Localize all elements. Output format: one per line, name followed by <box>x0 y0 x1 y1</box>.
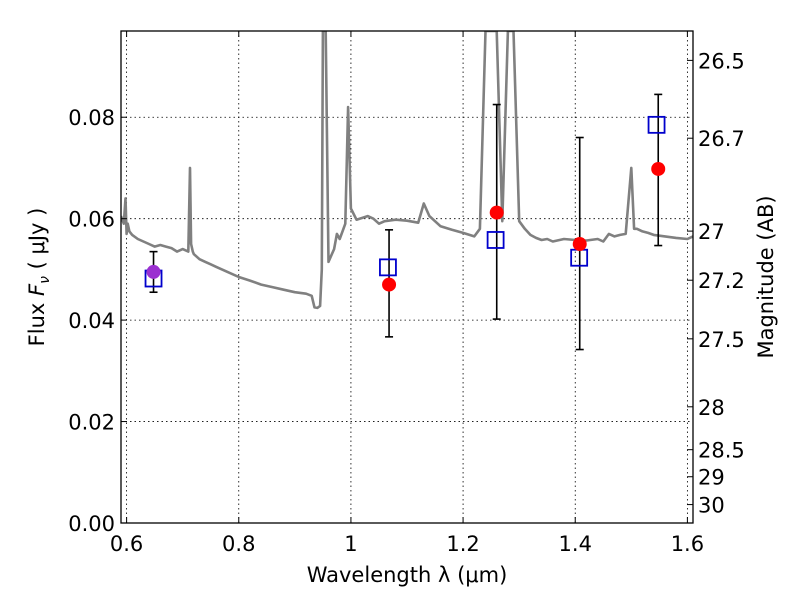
synthetic-photometry-square <box>486 231 505 249</box>
x-tick-label: 0.6 <box>110 532 143 556</box>
y-axis-label-subscript: ν <box>37 276 53 284</box>
observed-flux-point <box>651 161 666 176</box>
y-axis-label-suffix: ( μJy ) <box>25 208 49 276</box>
right-tick-label: 27.2 <box>698 269 745 293</box>
observed-flux-point <box>572 237 587 252</box>
x-tick-label: 0.8 <box>222 532 255 556</box>
right-tick-label: 29 <box>698 466 725 490</box>
synthetic-photometry-square <box>647 115 666 134</box>
model-spectrum-line <box>121 31 693 310</box>
plot-area <box>121 31 693 523</box>
synthetic-photometry-square <box>379 258 397 277</box>
y-tick-label: 0.08 <box>68 106 115 130</box>
y-tick-label: 0.04 <box>68 309 115 333</box>
right-tick-label: 30 <box>698 494 725 518</box>
x-tick-label: 1.6 <box>671 532 704 556</box>
plot-frame <box>120 30 694 524</box>
tick-marks: 0.6 0.8 1 1.2 1.4 1.6 0.00 0.02 0.04 0.06 0.08 26.5… <box>68 31 745 556</box>
right-tick-label: 27 <box>698 220 725 244</box>
y-axis-label: Flux Fν ( μJy ) <box>25 208 53 347</box>
observed-flux-point <box>489 205 504 220</box>
x-tick-label: 1 <box>344 532 357 556</box>
right-tick-label: 28 <box>698 396 725 420</box>
y-tick-label: 0.00 <box>68 512 115 536</box>
observed-flux-point <box>382 277 397 292</box>
right-axis-label: Magnitude (AB) <box>754 195 778 358</box>
y-axis-label-prefix: Flux <box>25 296 49 346</box>
right-tick-label: 26.7 <box>698 127 745 151</box>
observed-flux-point <box>146 264 161 279</box>
y-axis-label-symbol: F <box>25 283 49 296</box>
data-layer <box>121 31 693 351</box>
x-tick-label: 1.2 <box>446 532 479 556</box>
y-tick-label: 0.02 <box>68 411 115 435</box>
y-tick-label: 0.06 <box>68 208 115 232</box>
right-tick-label: 27.5 <box>698 328 745 352</box>
right-tick-label: 26.5 <box>698 49 745 73</box>
x-tick-label: 1.4 <box>559 532 592 556</box>
right-tick-label: 28.5 <box>698 439 745 463</box>
x-axis-label: Wavelength λ (μm) <box>307 563 508 587</box>
